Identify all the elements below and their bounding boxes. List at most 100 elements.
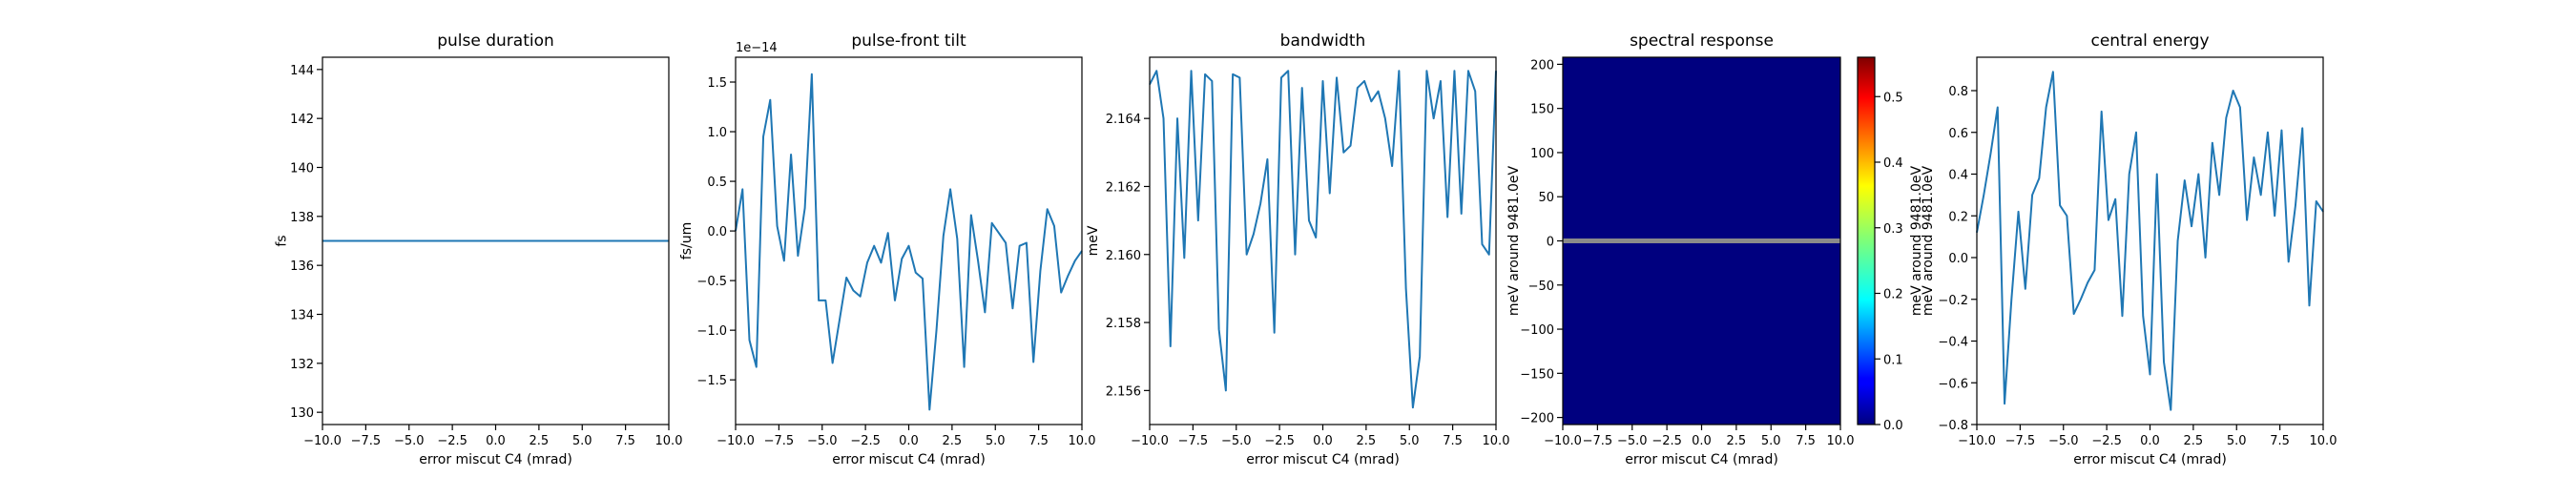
x-tick-label: 5.0 <box>1400 434 1420 448</box>
x-axis-label: error miscut C4 (mrad) <box>2073 452 2227 467</box>
y-axis-label: fs <box>274 235 289 246</box>
y-axis-label: meV around 9481.0eV <box>1921 166 1936 317</box>
y-tick-label: −1.0 <box>696 324 727 339</box>
chart-title: pulse duration <box>437 31 554 51</box>
x-axis-label: error miscut C4 (mrad) <box>832 452 986 467</box>
x-tick-label: −10.0 <box>1544 434 1582 448</box>
y-tick-label: 100 <box>1530 147 1554 161</box>
y-tick-label: 0 <box>1547 236 1554 250</box>
x-tick-label: 5.0 <box>986 434 1006 448</box>
x-tick-label: −2.5 <box>2091 434 2122 448</box>
axes-frame <box>735 56 1083 425</box>
x-tick-label: 7.5 <box>1443 434 1463 448</box>
y-tick-label: 200 <box>1530 58 1554 73</box>
chart-title: spectral response <box>1630 31 1774 51</box>
x-tick-label: 0.0 <box>899 434 919 448</box>
x-tick-label: −10.0 <box>717 434 755 448</box>
x-tick-label: −7.5 <box>351 434 382 448</box>
x-tick-label: −5.0 <box>807 434 838 448</box>
x-tick-label: −7.5 <box>1583 434 1613 448</box>
colorbar-label: meV around 9481.0eV <box>1909 166 1924 317</box>
y-tick-label: 2.160 <box>1106 249 1141 263</box>
y-tick-label: 138 <box>290 211 314 225</box>
series-line-1 <box>1149 70 1497 409</box>
chart-panel-3: bandwidth −10.0 −7.5 −5.0 −2.5 0.0 2.5 5.0 7.5 10… <box>1086 31 1509 467</box>
x-tick-label: −2.5 <box>437 434 467 448</box>
y-tick-label: 0.4 <box>1948 169 1968 183</box>
y-tick-label: 0.5 <box>707 176 727 190</box>
y-axis-label: fs/um <box>679 222 695 259</box>
y-tick-label: −0.2 <box>1938 294 1968 308</box>
y-tick-label: 2.164 <box>1106 113 1141 127</box>
colorbar-tick-label: 0.4 <box>1883 156 1903 171</box>
x-tick-label: −5.0 <box>394 434 425 448</box>
y-tick-label: 2.162 <box>1106 180 1141 195</box>
y-offset-text: 1e−14 <box>736 41 778 55</box>
y-tick-label: −0.6 <box>1938 377 1968 391</box>
y-tick-label: 1.0 <box>707 126 727 140</box>
x-tick-label: 5.0 <box>2227 434 2247 448</box>
colorbar-tick-label: 0.1 <box>1883 353 1903 367</box>
x-tick-label: 0.0 <box>2140 434 2160 448</box>
y-tick-label: 134 <box>290 309 314 323</box>
x-tick-label: 10.0 <box>1827 434 1855 448</box>
y-tick-label: 136 <box>290 259 314 274</box>
x-tick-label: 5.0 <box>572 434 592 448</box>
colorbar: 0.0 0.1 0.2 0.3 0.4 0.5 meV around 9481.0eV <box>1857 56 1924 433</box>
x-tick-label: 7.5 <box>1796 434 1816 448</box>
x-tick-label: −2.5 <box>850 434 881 448</box>
chart-panel-2: pulse-front tilt −10.0 −7.5 −5.0 −2.5 0.0 2.5 5… <box>679 31 1095 467</box>
colorbar-tick-label: 0.0 <box>1883 419 1903 433</box>
colorbar-gradient <box>1858 57 1875 425</box>
chart-title: central energy <box>2090 31 2209 51</box>
x-tick-label: −5.0 <box>1221 434 1252 448</box>
x-tick-label: −10.0 <box>303 434 342 448</box>
series-line-1 <box>1976 71 2324 411</box>
colorbar-tick-label: 0.5 <box>1883 91 1903 105</box>
x-tick-label: −5.0 <box>1617 434 1648 448</box>
y-tick-label: 144 <box>290 64 314 78</box>
y-tick-label: 50 <box>1538 191 1554 205</box>
heatmap-response-band <box>1563 238 1840 243</box>
y-tick-label: 0.0 <box>707 225 727 239</box>
y-tick-label: 142 <box>290 113 314 127</box>
x-tick-label: 5.0 <box>1761 434 1781 448</box>
y-tick-label: 2.156 <box>1106 384 1141 399</box>
y-tick-label: 2.158 <box>1106 317 1141 331</box>
colorbar-frame <box>1857 56 1876 425</box>
x-tick-label: −10.0 <box>1958 434 1996 448</box>
y-tick-label: 132 <box>290 358 314 372</box>
y-tick-label: −50 <box>1528 280 1554 294</box>
y-tick-label: 140 <box>290 162 314 176</box>
y-tick-label: 1.5 <box>707 76 727 91</box>
y-tick-label: −0.8 <box>1938 419 1968 433</box>
x-tick-label: 7.5 <box>615 434 635 448</box>
x-tick-label: 10.0 <box>1069 434 1096 448</box>
x-tick-label: −7.5 <box>2005 434 2036 448</box>
chart-panel-4: spectral response −10.0 −7.5 −5.0 −2.5 0.0 2.5… <box>1506 31 1924 467</box>
axes-frame <box>1149 56 1497 425</box>
y-tick-label: 0.6 <box>1948 127 1968 141</box>
y-tick-label: 0.0 <box>1948 252 1968 266</box>
x-tick-label: −7.5 <box>1178 434 1209 448</box>
x-tick-label: 0.0 <box>1313 434 1333 448</box>
x-tick-label: −2.5 <box>1652 434 1682 448</box>
x-tick-label: 10.0 <box>655 434 683 448</box>
x-tick-label: −7.5 <box>764 434 795 448</box>
y-tick-label: 0.2 <box>1948 210 1968 224</box>
y-axis-label: meV <box>1086 225 1101 256</box>
x-tick-label: −10.0 <box>1131 434 1169 448</box>
chart-title: pulse-front tilt <box>851 31 966 51</box>
colorbar-tick-label: 0.3 <box>1883 222 1903 237</box>
x-tick-label: 0.0 <box>1692 434 1712 448</box>
y-tick-label: 150 <box>1530 103 1554 117</box>
chart-panel-5: central energy −10.0 −7.5 −5.0 −2.5 0.0 2.5 5.0… <box>1921 31 2337 467</box>
colorbar-tick-label: 0.2 <box>1883 288 1903 302</box>
y-tick-label: −100 <box>1520 323 1554 338</box>
y-axis-label: meV around 9481.0eV <box>1506 166 1522 317</box>
y-tick-label: −200 <box>1520 412 1554 426</box>
x-tick-label: 7.5 <box>2270 434 2290 448</box>
y-tick-label: −1.5 <box>696 374 727 388</box>
x-axis-label: error miscut C4 (mrad) <box>419 452 572 467</box>
x-tick-label: 10.0 <box>1483 434 1510 448</box>
